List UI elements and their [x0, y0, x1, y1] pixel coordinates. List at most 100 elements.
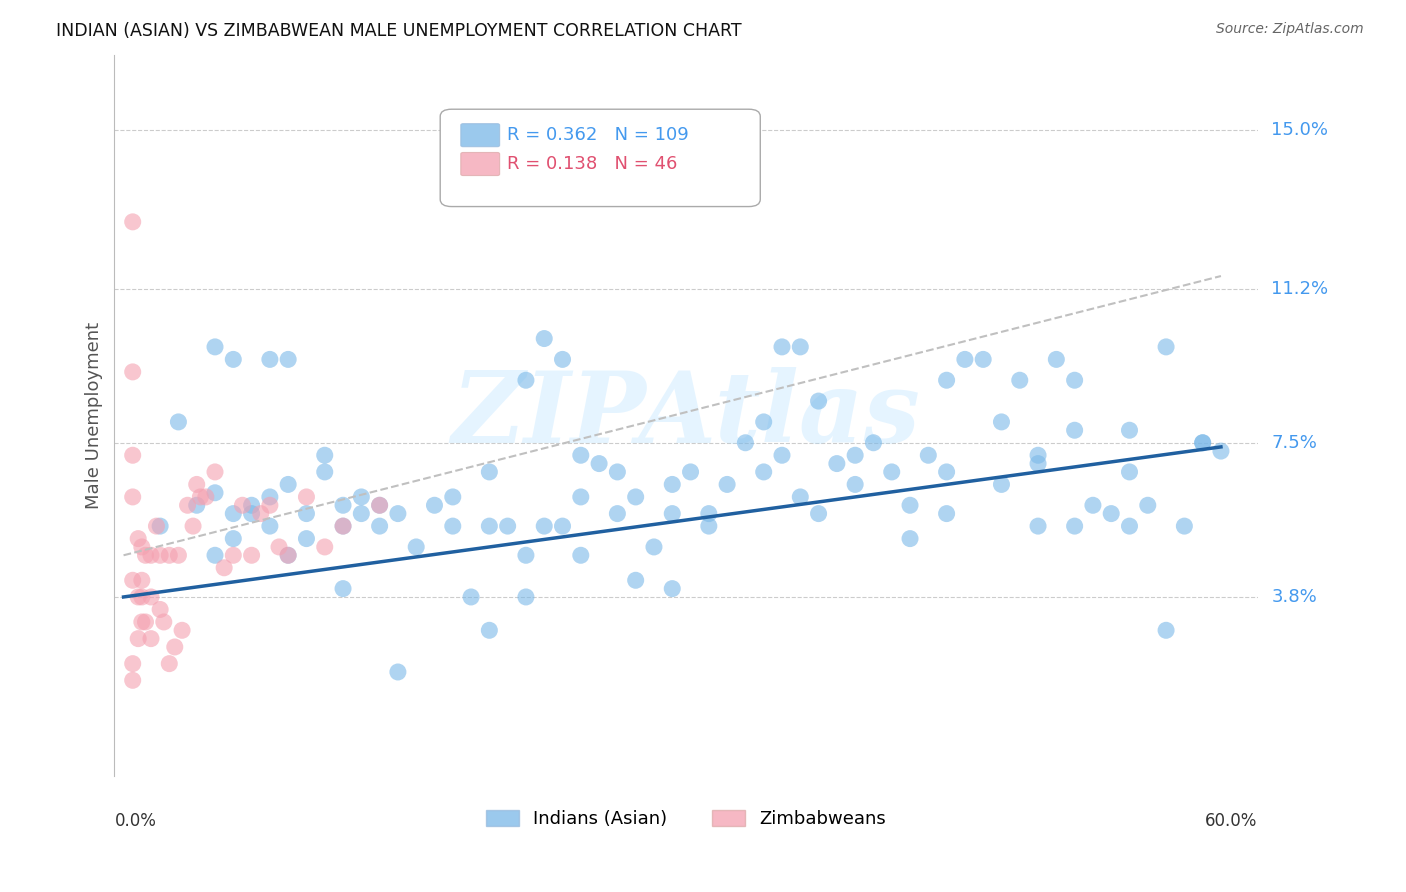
Point	[953, 352, 976, 367]
Point	[935, 465, 957, 479]
Point	[935, 373, 957, 387]
Point	[496, 519, 519, 533]
Point	[478, 624, 501, 638]
Point	[588, 457, 610, 471]
Point	[423, 498, 446, 512]
Point	[807, 507, 830, 521]
Point	[368, 498, 391, 512]
Point	[807, 394, 830, 409]
Text: Source: ZipAtlas.com: Source: ZipAtlas.com	[1216, 22, 1364, 37]
Legend: Indians (Asian), Zimbabweans: Indians (Asian), Zimbabweans	[479, 803, 893, 836]
Point	[825, 457, 848, 471]
Point	[533, 332, 555, 346]
Text: R = 0.362   N = 109: R = 0.362 N = 109	[506, 126, 689, 145]
Point	[259, 498, 281, 512]
Point	[1191, 435, 1213, 450]
Point	[145, 519, 167, 533]
Point	[149, 519, 172, 533]
Point	[990, 415, 1012, 429]
Point	[844, 448, 866, 462]
Point	[204, 340, 226, 354]
Point	[515, 549, 537, 563]
Point	[789, 490, 811, 504]
Point	[157, 657, 180, 671]
Point	[152, 615, 174, 629]
Text: 3.8%: 3.8%	[1271, 588, 1317, 606]
Point	[134, 549, 156, 563]
Point	[862, 435, 884, 450]
Point	[515, 590, 537, 604]
Point	[844, 477, 866, 491]
Point	[240, 549, 263, 563]
Point	[990, 477, 1012, 491]
Point	[1118, 423, 1140, 437]
Point	[478, 465, 501, 479]
Point	[127, 632, 149, 646]
Point	[314, 540, 336, 554]
Point	[249, 507, 271, 521]
Point	[131, 540, 153, 554]
Point	[277, 352, 299, 367]
Point	[368, 498, 391, 512]
Point	[295, 490, 318, 504]
Text: R = 0.138   N = 46: R = 0.138 N = 46	[506, 155, 676, 173]
Point	[277, 477, 299, 491]
Point	[314, 465, 336, 479]
Point	[121, 448, 143, 462]
Point	[935, 507, 957, 521]
Text: ZIPAtlas: ZIPAtlas	[451, 368, 921, 464]
Point	[314, 448, 336, 462]
Point	[277, 549, 299, 563]
Point	[167, 549, 190, 563]
Point	[368, 519, 391, 533]
Point	[898, 532, 921, 546]
Point	[222, 549, 245, 563]
FancyBboxPatch shape	[440, 109, 761, 207]
Point	[1063, 423, 1085, 437]
Point	[194, 490, 217, 504]
Point	[121, 574, 143, 588]
Text: 15.0%: 15.0%	[1271, 121, 1329, 139]
Point	[222, 352, 245, 367]
Point	[1173, 519, 1195, 533]
Point	[350, 507, 373, 521]
Point	[387, 665, 409, 679]
Point	[181, 519, 204, 533]
Point	[1191, 435, 1213, 450]
Point	[121, 365, 143, 379]
Point	[679, 465, 702, 479]
FancyBboxPatch shape	[461, 124, 499, 146]
Point	[387, 507, 409, 521]
Point	[661, 582, 683, 596]
Point	[167, 415, 190, 429]
Point	[533, 519, 555, 533]
Point	[1063, 373, 1085, 387]
Point	[332, 519, 354, 533]
Point	[259, 490, 281, 504]
Point	[1136, 498, 1159, 512]
Point	[789, 340, 811, 354]
Point	[569, 448, 592, 462]
Point	[1154, 624, 1177, 638]
Point	[190, 490, 212, 504]
Point	[405, 540, 427, 554]
Point	[460, 590, 482, 604]
Point	[972, 352, 994, 367]
Point	[149, 549, 172, 563]
Point	[1118, 465, 1140, 479]
Point	[212, 561, 235, 575]
Point	[880, 465, 903, 479]
Point	[131, 574, 153, 588]
Point	[770, 448, 793, 462]
Point	[643, 540, 665, 554]
Point	[697, 519, 720, 533]
Point	[1099, 507, 1122, 521]
Point	[332, 582, 354, 596]
Point	[624, 490, 647, 504]
Point	[127, 532, 149, 546]
Point	[606, 507, 628, 521]
Point	[121, 215, 143, 229]
Text: 11.2%: 11.2%	[1271, 279, 1329, 298]
Point	[734, 435, 756, 450]
Point	[1026, 448, 1049, 462]
